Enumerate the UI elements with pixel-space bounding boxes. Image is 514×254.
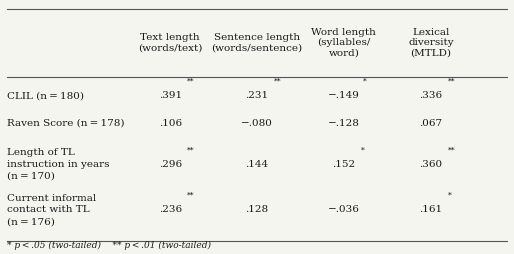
Text: Word length
(syllables/
word): Word length (syllables/ word): [311, 28, 376, 58]
Text: *: *: [448, 192, 451, 200]
Text: CLIL (n = 180): CLIL (n = 180): [7, 91, 83, 100]
Text: .336: .336: [419, 91, 443, 100]
Text: .231: .231: [246, 91, 268, 100]
Text: −.128: −.128: [328, 119, 360, 128]
Text: .296: .296: [158, 160, 181, 169]
Text: .391: .391: [158, 91, 181, 100]
Text: .144: .144: [246, 160, 268, 169]
Text: .067: .067: [419, 119, 443, 128]
Text: **: **: [448, 147, 455, 155]
Text: * p < .05 (two-tailed)    ** p < .01 (two-tailed): * p < .05 (two-tailed) ** p < .01 (two-t…: [7, 241, 211, 250]
Text: Raven Score (n = 178): Raven Score (n = 178): [7, 119, 124, 128]
Text: −.036: −.036: [328, 205, 360, 214]
Text: **: **: [448, 77, 455, 86]
Text: .236: .236: [158, 205, 181, 214]
Text: .128: .128: [246, 205, 268, 214]
Text: .360: .360: [419, 160, 443, 169]
Text: −.080: −.080: [241, 119, 273, 128]
Text: **: **: [187, 192, 194, 200]
Text: .106: .106: [158, 119, 181, 128]
Text: Sentence length
(words/sentence): Sentence length (words/sentence): [211, 33, 303, 53]
Text: Current informal
contact with TL
(n = 176): Current informal contact with TL (n = 17…: [7, 194, 96, 226]
Text: **: **: [274, 77, 281, 86]
Text: Length of TL
instruction in years
(n = 170): Length of TL instruction in years (n = 1…: [7, 148, 109, 181]
Text: .161: .161: [419, 205, 443, 214]
Text: Text length
(words/text): Text length (words/text): [138, 33, 203, 53]
Text: −.149: −.149: [328, 91, 360, 100]
Text: *: *: [361, 147, 364, 155]
Text: *: *: [363, 77, 367, 86]
Text: Lexical
diversity
(MTLD): Lexical diversity (MTLD): [408, 28, 454, 58]
Text: **: **: [187, 147, 194, 155]
Text: **: **: [187, 77, 194, 86]
Text: .152: .152: [333, 160, 356, 169]
